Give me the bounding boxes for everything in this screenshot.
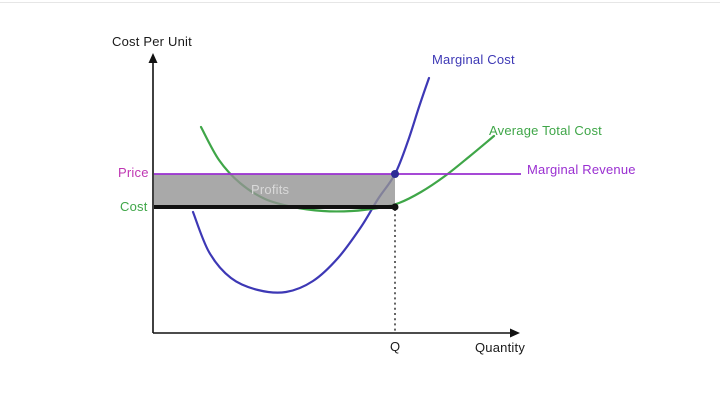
marginal-revenue-label: Marginal Revenue xyxy=(527,162,636,177)
top-hairline xyxy=(0,2,720,3)
x-axis-title: Quantity xyxy=(475,340,526,355)
marginal-cost-curve xyxy=(191,76,431,294)
profits-shaded-region xyxy=(154,174,395,207)
profits-label: Profits xyxy=(251,182,290,197)
marginal-cost-label: Marginal Cost xyxy=(432,52,515,67)
mc-mr-intersection-dot xyxy=(391,170,399,178)
q-tick-label: Q xyxy=(390,339,401,354)
price-label: Price xyxy=(118,165,149,180)
average-total-cost-label: Average Total Cost xyxy=(489,123,602,138)
atc-cost-dot xyxy=(391,203,399,211)
cost-label: Cost xyxy=(120,199,148,214)
y-axis-title: Cost Per Unit xyxy=(112,34,192,49)
